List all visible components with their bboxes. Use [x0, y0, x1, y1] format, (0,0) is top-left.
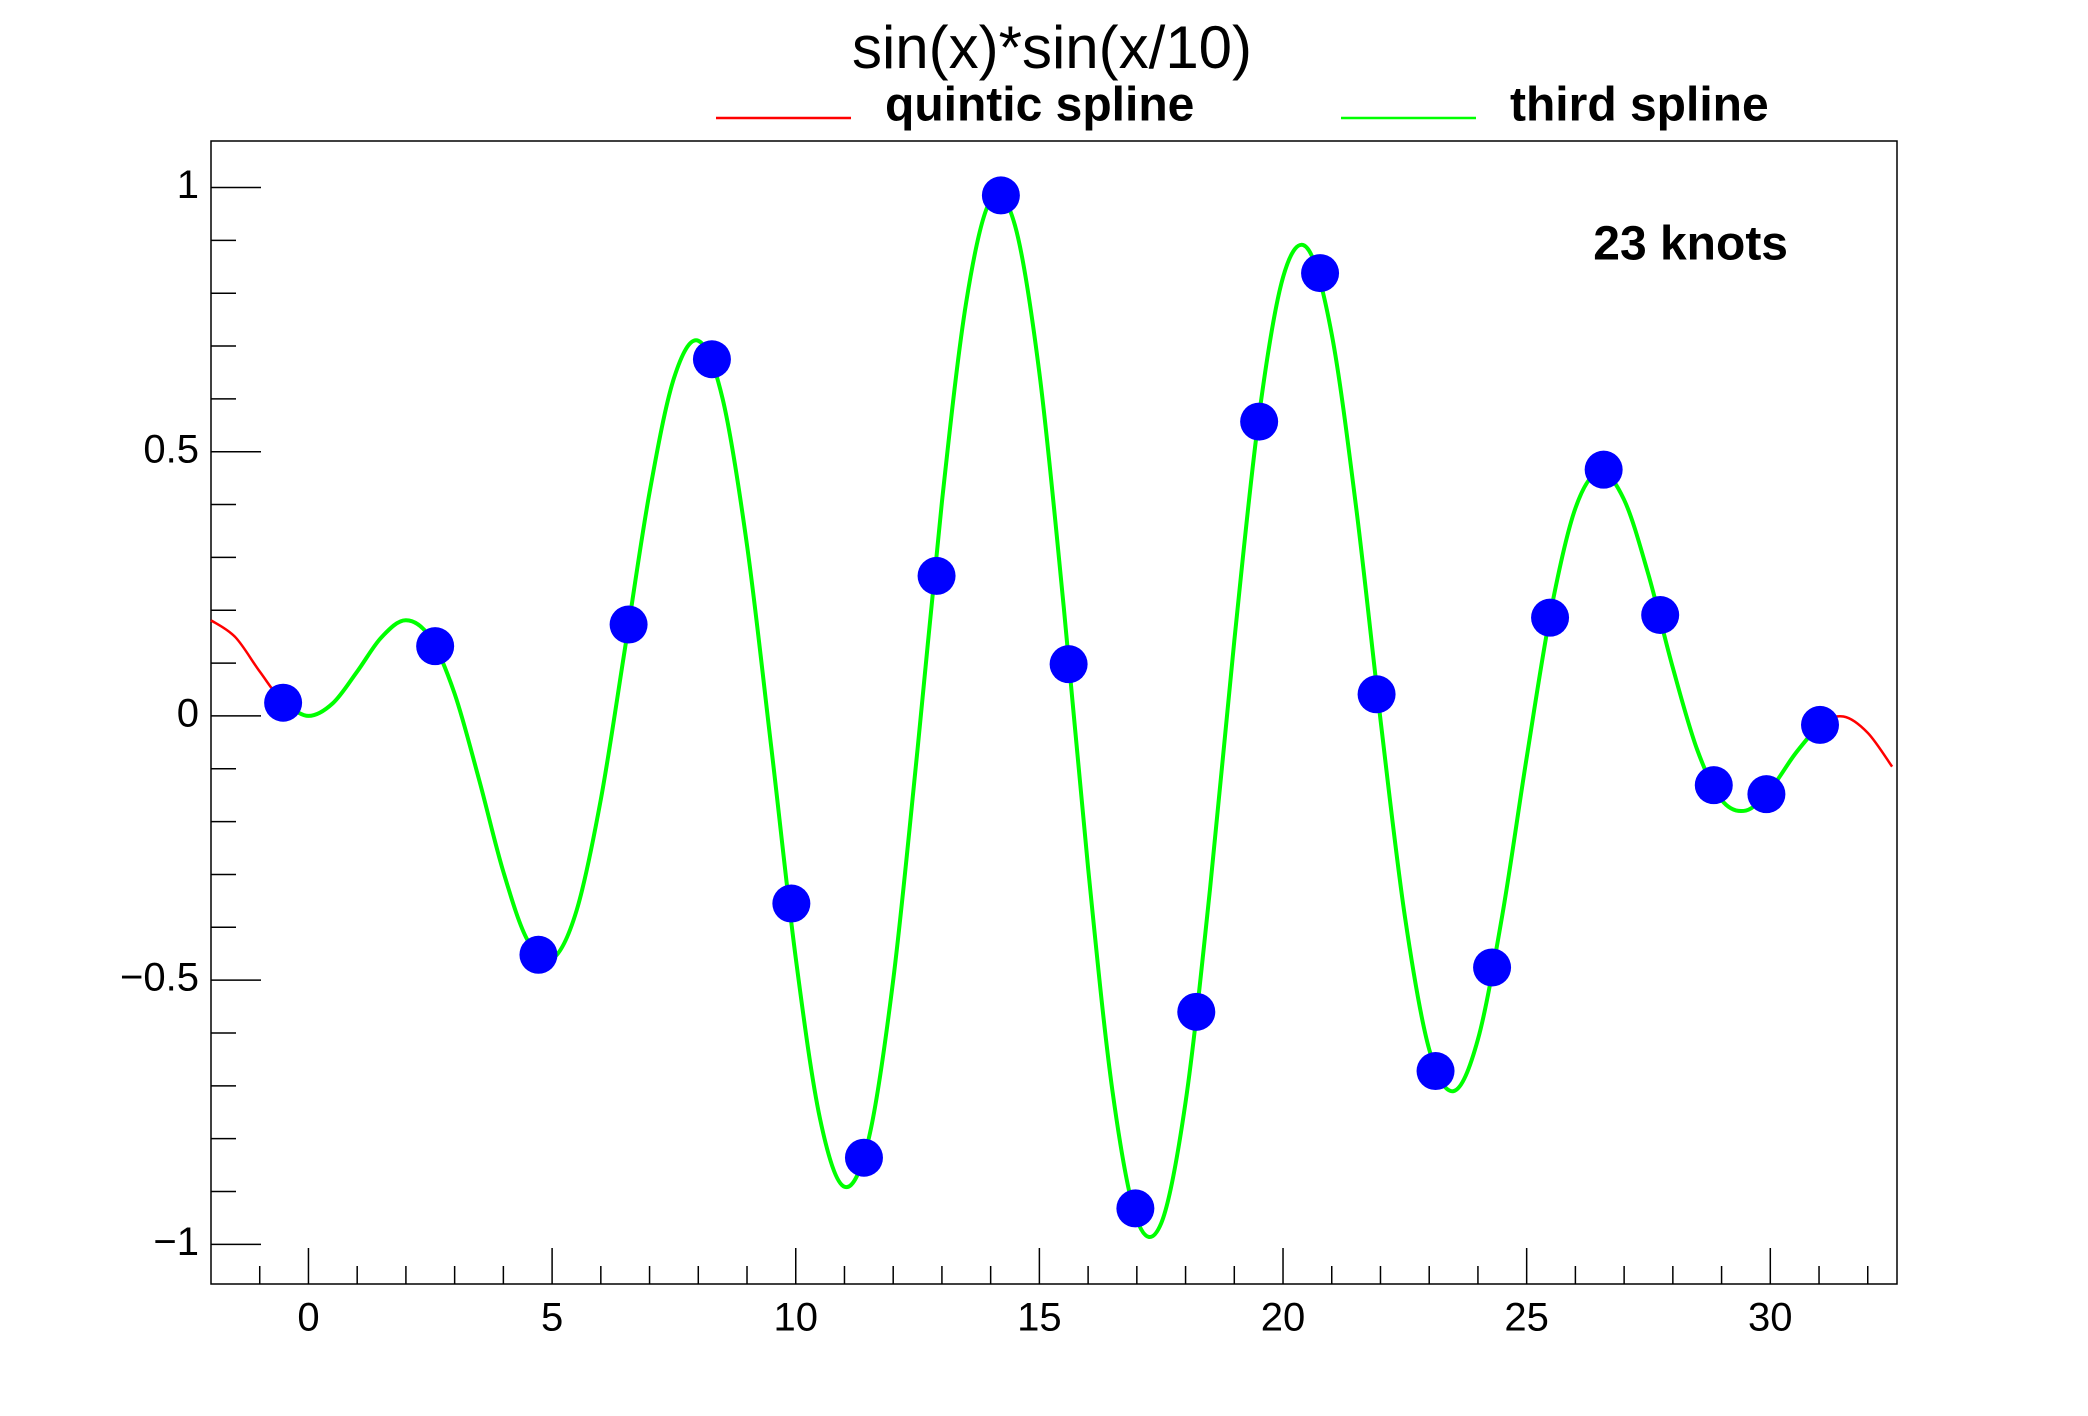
knot-marker [1694, 766, 1733, 805]
x-tick-label: 15 [1017, 1296, 1062, 1340]
x-tick-label: 30 [1748, 1296, 1793, 1340]
knot-marker [772, 884, 811, 923]
knot-marker [1801, 705, 1840, 744]
x-tick-label: 0 [297, 1296, 319, 1340]
knot-marker [1416, 1052, 1455, 1091]
knot-marker [1357, 675, 1396, 714]
x-tick-label: 10 [773, 1296, 818, 1340]
y-tick-label: 0.5 [143, 427, 199, 471]
legend-label: quintic spline [885, 79, 1194, 132]
y-tick-label: 0 [177, 691, 199, 735]
x-tick-label: 25 [1504, 1296, 1549, 1340]
knot-marker [1531, 598, 1570, 637]
annotation: 23 knots [1593, 218, 1788, 271]
knot-marker [1177, 992, 1216, 1031]
knot-marker [844, 1138, 883, 1177]
knot-marker [416, 627, 455, 666]
knot-marker [264, 683, 303, 722]
x-tick-label: 5 [541, 1296, 563, 1340]
knot-marker [981, 176, 1020, 215]
knot-marker [1301, 254, 1340, 293]
knot-marker [519, 935, 558, 974]
knot-marker [609, 605, 648, 644]
x-tick-label: 20 [1261, 1296, 1306, 1340]
knot-marker [692, 340, 731, 379]
knot-marker [1747, 775, 1786, 814]
knot-marker [1584, 450, 1623, 489]
chart-title: sin(x)*sin(x/10) [852, 14, 1252, 81]
legend-label: third spline [1510, 79, 1769, 132]
line-series [283, 192, 1821, 1239]
plot-frame [210, 140, 1898, 1285]
knot-marker [1641, 596, 1680, 635]
knot-marker [1049, 645, 1088, 684]
y-tick-label: −0.5 [120, 956, 199, 1000]
y-tick-label: −1 [153, 1220, 199, 1264]
knot-marker [1240, 402, 1279, 441]
knot-marker [1473, 948, 1512, 987]
knot-marker [1116, 1189, 1155, 1228]
y-tick-label: 1 [177, 163, 199, 207]
knot-marker [917, 556, 956, 595]
